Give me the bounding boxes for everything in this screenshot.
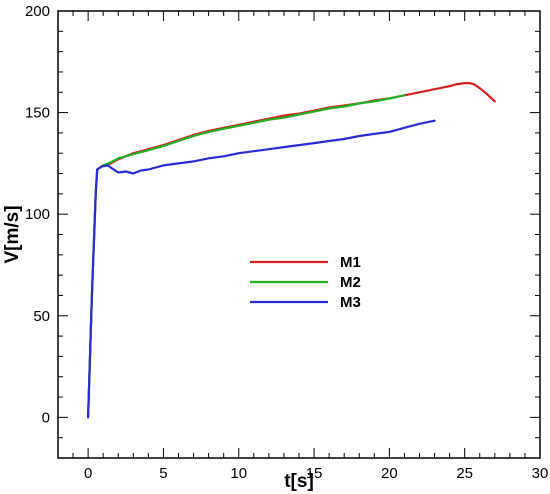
- x-tick-label: 25: [456, 465, 473, 482]
- y-axis-label: V[m/s]: [2, 205, 23, 263]
- x-tick-label: 0: [84, 465, 92, 482]
- y-tick-label: 0: [42, 409, 50, 426]
- series-line-m3: [86, 119, 436, 419]
- x-tick-label: 10: [230, 465, 247, 482]
- y-tick-label: 150: [25, 105, 50, 122]
- ticks-layer: 0 5 10 15 20 25 30 0 50 100 150 200: [25, 3, 548, 482]
- legend-label-m2: M2: [340, 274, 361, 291]
- y-tick-label: 200: [25, 3, 50, 20]
- plot-frame: [57, 10, 541, 459]
- x-tick-label: 30: [532, 465, 549, 482]
- series-layer: [86, 81, 496, 419]
- series-line-m1: [86, 81, 496, 419]
- x-axis-label: t[s]: [284, 471, 314, 492]
- legend-label-m3: M3: [340, 294, 361, 311]
- plot-border: [57, 10, 541, 459]
- y-tick-label: 100: [25, 206, 50, 223]
- legend-label-m1: M1: [340, 254, 361, 271]
- legend: M1 M2 M3: [250, 254, 361, 311]
- x-tick-label: 20: [381, 465, 398, 482]
- x-tick-label: 15: [306, 465, 323, 482]
- x-tick-label: 5: [159, 465, 167, 482]
- y-tick-label: 50: [33, 308, 50, 325]
